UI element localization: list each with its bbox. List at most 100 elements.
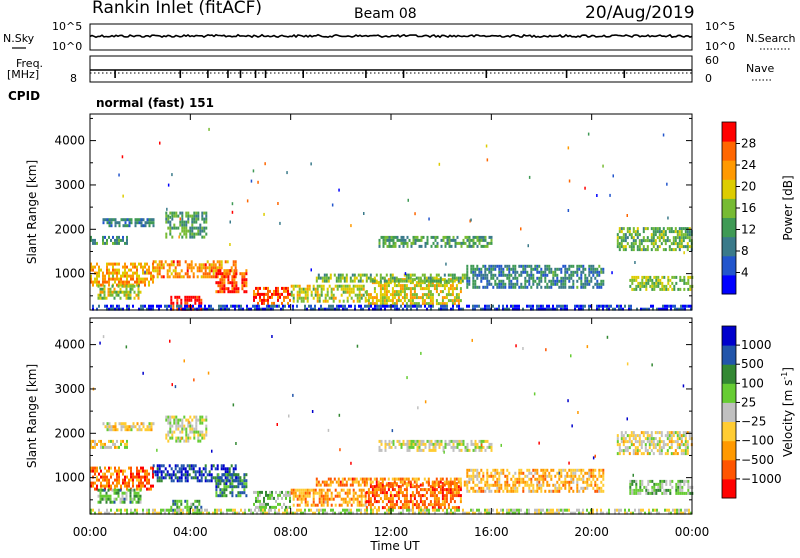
range-gate-cell xyxy=(110,239,112,242)
range-gate-cell xyxy=(403,239,405,242)
range-gate-cell xyxy=(619,446,621,449)
range-gate-cell xyxy=(193,476,195,479)
range-gate-cell xyxy=(309,489,311,492)
range-gate-cell xyxy=(582,271,584,274)
range-gate-cell xyxy=(157,479,159,482)
range-gate-cell xyxy=(410,293,412,296)
range-gate-cell xyxy=(114,281,116,284)
range-gate-cell xyxy=(488,484,490,487)
range-gate-cell xyxy=(472,490,474,493)
range-gate-cell xyxy=(372,509,374,512)
range-gate-cell xyxy=(379,449,381,452)
range-gate-cell xyxy=(153,218,155,221)
range-gate-cell xyxy=(498,305,500,308)
range-gate-cell xyxy=(629,230,631,233)
range-gate-cell xyxy=(664,305,666,308)
range-gate-cell xyxy=(194,506,196,509)
range-gate-cell xyxy=(558,286,560,289)
range-gate-cell xyxy=(167,263,169,266)
range-gate-cell xyxy=(570,472,572,475)
range-gate-cell xyxy=(300,509,302,512)
range-gate-cell xyxy=(398,497,400,500)
range-gate-cell xyxy=(253,169,255,172)
range-gate-cell xyxy=(372,488,374,491)
range-gate-cell xyxy=(546,469,548,472)
range-gate-cell xyxy=(454,488,456,491)
range-gate-cell xyxy=(639,288,641,291)
range-gate-cell xyxy=(342,305,344,308)
range-gate-cell xyxy=(669,489,671,492)
range-gate-cell xyxy=(267,287,269,290)
range-gate-cell xyxy=(191,236,193,239)
range-gate-cell xyxy=(598,469,600,472)
range-gate-cell xyxy=(625,449,627,452)
range-gate-cell xyxy=(193,233,195,236)
range-gate-cell xyxy=(173,431,175,434)
range-gate-cell xyxy=(400,299,402,302)
range-gate-cell xyxy=(526,286,528,289)
range-gate-cell xyxy=(130,278,132,281)
range-gate-cell xyxy=(232,202,234,205)
range-gate-cell xyxy=(452,481,454,484)
range-gate-cell xyxy=(631,233,633,236)
range-gate-cell xyxy=(432,284,434,287)
range-gate-cell xyxy=(667,282,669,285)
range-gate-cell xyxy=(307,501,309,504)
range-gate-cell xyxy=(197,233,199,236)
range-gate-cell xyxy=(122,272,124,275)
range-gate-cell xyxy=(671,434,673,437)
range-gate-cell xyxy=(124,263,126,266)
range-gate-cell xyxy=(483,446,485,449)
range-gate-cell xyxy=(422,299,424,302)
range-gate-cell xyxy=(322,481,324,484)
range-gate-cell xyxy=(402,280,404,283)
range-gate-cell xyxy=(436,290,438,293)
range-gate-cell xyxy=(217,269,219,272)
range-gate-cell xyxy=(136,509,138,512)
range-gate-cell xyxy=(530,271,532,274)
range-gate-cell xyxy=(679,227,681,230)
range-gate-cell xyxy=(237,290,239,293)
range-gate-cell xyxy=(410,290,412,293)
range-gate-cell xyxy=(307,492,309,495)
range-gate-cell xyxy=(257,506,259,509)
range-gate-cell xyxy=(352,484,354,487)
range-gate-cell xyxy=(476,268,478,271)
range-gate-cell xyxy=(685,282,687,285)
range-gate-cell xyxy=(343,501,345,504)
range-gate-cell xyxy=(554,490,556,493)
range-gate-cell xyxy=(108,470,110,473)
range-gate-cell xyxy=(641,446,643,449)
range-gate-cell xyxy=(689,230,691,233)
range-gate-cell xyxy=(647,440,649,443)
range-gate-cell xyxy=(435,245,437,248)
range-gate-cell xyxy=(178,305,180,308)
range-gate-cell xyxy=(466,481,468,484)
range-gate-cell xyxy=(590,469,592,472)
range-gate-cell xyxy=(482,487,484,490)
range-gate-cell xyxy=(500,286,502,289)
range-gate-cell xyxy=(669,480,671,483)
range-gate-cell xyxy=(317,300,319,303)
range-gate-cell xyxy=(486,475,488,478)
range-gate-cell xyxy=(128,305,130,308)
range-gate-cell xyxy=(171,473,173,476)
range-gate-cell xyxy=(683,245,685,248)
range-gate-cell xyxy=(602,165,604,168)
range-gate-cell xyxy=(98,305,100,308)
range-gate-cell xyxy=(420,277,422,280)
range-gate-cell xyxy=(430,305,432,308)
range-gate-cell xyxy=(209,275,211,278)
range-gate-cell xyxy=(169,263,171,266)
range-gate-cell xyxy=(410,509,412,512)
range-gate-cell xyxy=(446,500,448,503)
range-gate-cell xyxy=(647,227,649,230)
range-gate-cell xyxy=(128,467,130,470)
range-gate-cell xyxy=(131,428,133,431)
range-gate-cell xyxy=(410,299,412,302)
range-gate-cell xyxy=(201,434,203,437)
range-gate-cell xyxy=(189,266,191,269)
range-gate-cell xyxy=(144,470,146,473)
range-gate-cell xyxy=(677,489,679,492)
range-gate-cell xyxy=(187,476,189,479)
